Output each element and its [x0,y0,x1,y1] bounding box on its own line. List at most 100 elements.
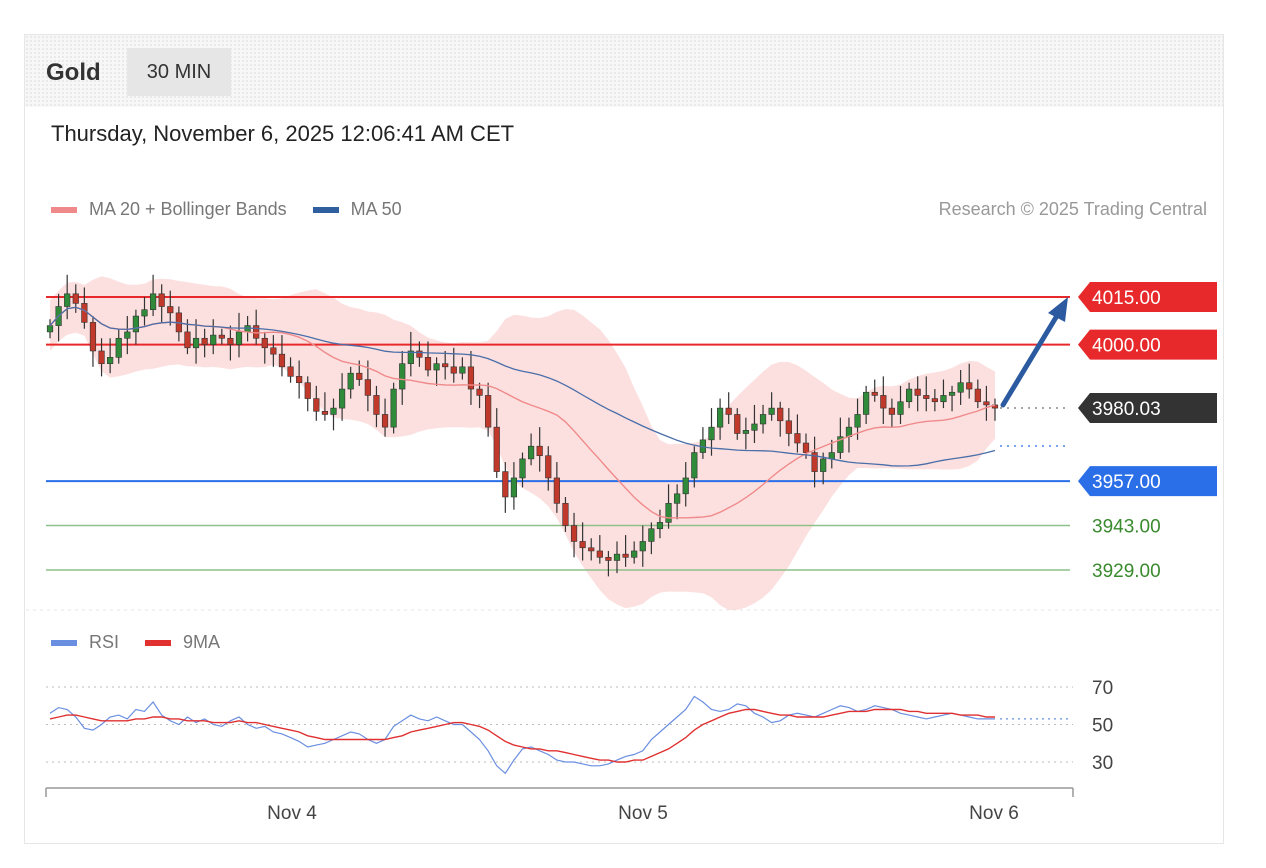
copyright-text: Research © 2025 Trading Central [938,199,1207,219]
candle-body [596,550,603,558]
candle-body [304,382,311,399]
candle-body [270,347,277,355]
candle-body [785,420,792,434]
x-tick-label: Nov 5 [618,803,668,824]
candle-body [794,433,801,444]
forecast-arrow-head [1048,297,1068,322]
candle-body [81,303,88,323]
rsi-ma-legend-label: 9MA [183,632,221,652]
candle-body [777,407,784,422]
candle-body [424,357,432,371]
candle-body [244,325,251,333]
candle-body [639,541,646,552]
candle-body [716,407,724,428]
ma50-swatch [312,206,339,213]
candle-body [622,553,629,558]
candle-body [674,493,681,504]
candle-body [708,426,715,441]
candle-body [966,382,973,390]
candle-body [72,293,79,304]
ma20-swatch [51,206,77,213]
candle-body [974,388,981,403]
candle-body [914,388,921,396]
candle-body [588,547,595,552]
candle-body [253,325,260,339]
candle-body [467,366,475,390]
rsi-legend: RSI 9MA [51,632,220,653]
candle-body [691,452,698,479]
candle-body [115,337,122,358]
candle-body [442,363,449,368]
candle-body [356,372,363,380]
candle-body [751,423,758,431]
price-tag-3957.00 [1078,466,1217,497]
candle-body [613,553,621,561]
candle-body [390,388,397,428]
candle-body [931,398,938,403]
candle-body [545,455,552,479]
candle-body [364,379,371,396]
candle-body [98,350,105,364]
price-tag-text-3957.00: 3957.00 [1092,472,1161,493]
candle-body [510,477,518,498]
candle-body [983,401,990,406]
candle-body [605,557,612,561]
candle-body [235,331,243,345]
candle-body [459,366,466,374]
bollinger-band-area [50,276,995,611]
rsi-ma-line [49,708,995,763]
candle-body [321,410,329,415]
candle-body [192,337,200,349]
rsi-tick-50: 50 [1092,716,1113,737]
candle-body [124,331,131,339]
candle-body [536,445,543,457]
price-tag-text-4000.00: 4000.00 [1092,336,1161,357]
candle-body [493,426,500,472]
candle-body [897,401,904,415]
candle-body [201,337,208,345]
price-tag-text-3980.03: 3980.03 [1092,399,1161,420]
timeframe-badge[interactable]: 30 MIN [127,48,231,96]
candle-body [519,458,526,479]
candle-body [725,407,732,415]
candle-body [132,315,140,333]
candle-body [880,395,887,409]
candle-body [261,337,268,349]
candle-body [399,363,406,390]
level-label-3929.00: 3929.00 [1092,561,1161,582]
candle-body [734,414,741,434]
candle-body [485,395,492,428]
forecast-arrow [1000,311,1061,408]
chart-header: Gold 30 MIN [25,35,1223,107]
rsi-tick-30: 30 [1092,753,1113,774]
candle-body [347,372,354,390]
candle-body [407,350,414,364]
candle-body [338,388,346,409]
x-tick-label: Nov 6 [969,803,1019,824]
candle-body [656,522,664,530]
candle-body [648,528,655,542]
candle-body [167,306,174,314]
rsi-swatch [51,639,77,646]
candle-body [811,452,818,472]
candle-body [837,436,844,453]
candle-body [46,325,54,333]
candle-body [450,366,457,374]
candle-body [923,395,930,399]
candle-body [278,353,286,368]
rsi-legend-label: RSI [89,632,120,652]
ma50-line [49,306,996,467]
candle-body [905,388,913,403]
candle-body [940,395,947,403]
price-tag-4000.00 [1078,329,1217,360]
x-tick-label: Nov 4 [267,803,317,824]
price-tag-4015.00 [1078,282,1217,312]
candle-body [296,376,303,384]
candle-body [330,407,337,415]
candle-body [665,503,672,523]
candle-body [888,407,896,415]
candle-body [158,293,165,307]
candle-body [553,477,560,504]
candle-body [210,334,217,345]
